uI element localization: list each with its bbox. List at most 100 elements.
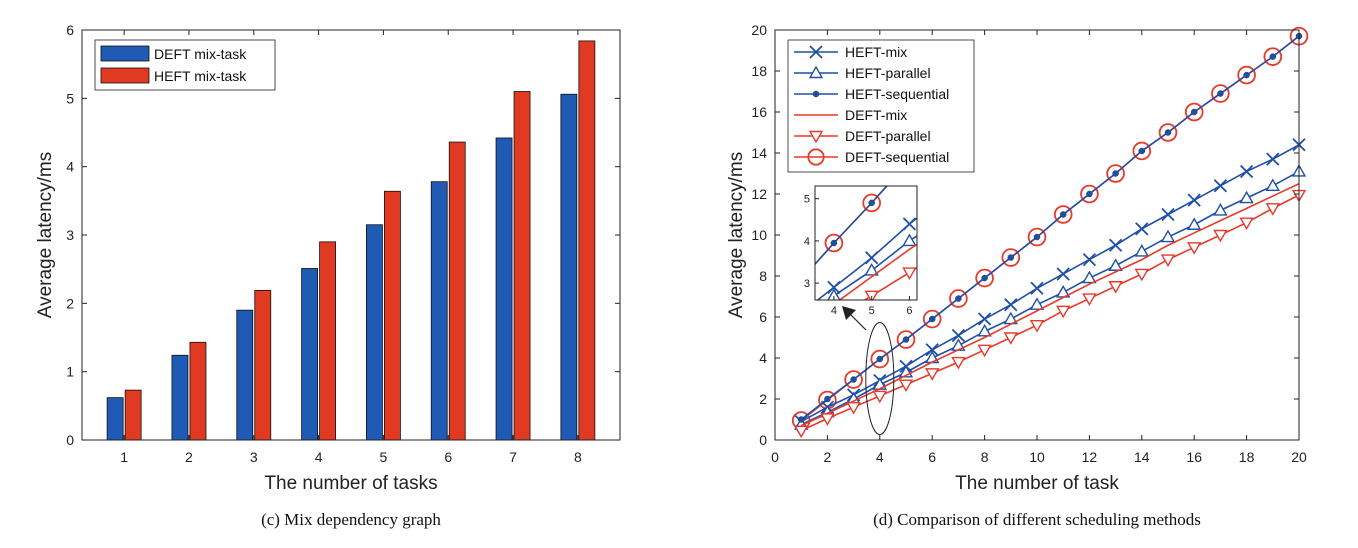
circle-marker <box>870 349 890 369</box>
bar-legend-label: HEFT mix-task <box>154 68 247 84</box>
bar-deft-3 <box>236 309 254 441</box>
inset-series-line <box>827 234 917 300</box>
triangle-down-marker <box>793 425 809 439</box>
triangle-down-marker <box>1239 217 1254 231</box>
dot-marker <box>797 416 805 423</box>
x-marker <box>1266 152 1280 166</box>
series-heft-sequential <box>797 32 1303 423</box>
dot-marker <box>902 336 910 343</box>
bar-heft-6 <box>448 141 466 441</box>
dot-marker <box>1007 254 1015 261</box>
triangle-down-marker <box>1003 332 1019 345</box>
line-xtick-label: 16 <box>1186 449 1202 465</box>
triangle-up-marker <box>902 233 917 247</box>
triangle-up-marker <box>1134 243 1150 257</box>
x-marker <box>1213 179 1228 193</box>
inset-axes-box <box>814 185 918 301</box>
bar-xtick-label: 7 <box>509 449 517 465</box>
dot-marker <box>1138 147 1146 155</box>
circle-marker <box>922 309 942 329</box>
inset-series-heft-mix <box>816 217 917 300</box>
zoom-arrow-shaft <box>849 313 867 331</box>
inset-ytick-label: 5 <box>804 194 810 206</box>
triangle-down-marker <box>846 402 861 415</box>
inset-ytick-label: 4 <box>804 236 810 248</box>
line-y-axis-title: Average latency/ms <box>726 152 747 319</box>
x-marker <box>1082 252 1097 267</box>
inset-series-deft-parallel <box>863 266 917 300</box>
circle-marker <box>1106 164 1125 183</box>
dot-marker <box>1243 71 1250 79</box>
bar-heft-5 <box>384 190 401 441</box>
triangle-up-marker <box>1108 258 1123 271</box>
triangle-down-marker <box>977 344 992 358</box>
triangle-down-marker <box>1029 320 1045 333</box>
line-legend-label: HEFT-parallel <box>845 65 931 81</box>
line-xtick-label: 2 <box>824 449 832 465</box>
triangle-down-marker <box>864 290 879 300</box>
triangle-up-marker <box>977 323 992 337</box>
line-legend-label: HEFT-mix <box>845 44 907 60</box>
bar-ytick-label: 0 <box>66 432 74 448</box>
series-deft-mix <box>800 183 1300 427</box>
x-marker <box>925 343 939 357</box>
bar-legend: DEFT mix-task HEFT mix-task <box>94 39 276 91</box>
bar-legend-swatch <box>100 67 150 84</box>
triangle-up-marker <box>1213 202 1228 216</box>
dot-marker <box>1217 90 1224 97</box>
bar-deft-5 <box>366 224 383 441</box>
triangle-up-marker <box>1186 217 1202 230</box>
triangle-down-marker <box>924 368 940 381</box>
x-marker <box>865 251 879 265</box>
line-xtick-label: 14 <box>1134 449 1150 465</box>
circle-marker <box>1027 227 1047 247</box>
bar-xtick-label: 5 <box>380 449 388 465</box>
bar-deft-8 <box>560 93 578 441</box>
bar-ytick-label: 5 <box>66 90 74 106</box>
dot-marker <box>850 376 857 383</box>
bar-deft-7 <box>495 137 513 441</box>
line-ytick-label: 8 <box>759 268 767 284</box>
bar-xtick-label: 2 <box>185 449 193 465</box>
bar-ytick-label: 3 <box>66 227 74 243</box>
triangle-up-marker <box>1160 229 1176 243</box>
line-xtick-label: 0 <box>771 449 779 465</box>
caption-right: (d) Comparison of different scheduling m… <box>873 510 1201 529</box>
circle-marker <box>1080 184 1099 204</box>
bar-xtick-label: 4 <box>315 449 323 465</box>
bar-plot-area <box>82 30 620 440</box>
triangle-up-marker <box>827 288 841 300</box>
dot-marker <box>1164 129 1172 136</box>
bar-deft-1 <box>106 397 124 441</box>
line-ytick-label: 16 <box>751 104 767 120</box>
line-ytick-label: 18 <box>751 63 767 79</box>
dot-marker <box>928 315 936 323</box>
x-marker <box>977 312 992 326</box>
line-legend-label: DEFT-sequential <box>845 149 949 165</box>
inset-xtick-label: 4 <box>831 305 837 317</box>
triangle-up-marker <box>1082 270 1097 284</box>
line-legend-label: DEFT-parallel <box>845 128 931 144</box>
x-marker <box>1187 193 1201 207</box>
dot-marker <box>1190 108 1198 116</box>
triangle-down-marker <box>1108 281 1123 294</box>
circle-marker <box>1237 65 1256 85</box>
dot-marker <box>1086 190 1093 198</box>
circle-marker <box>807 148 825 166</box>
bar-heft-1 <box>124 389 142 441</box>
inset-series-line <box>816 217 917 300</box>
circle-marker <box>1184 102 1204 122</box>
x-marker <box>1004 298 1018 312</box>
line-x-axis-title: The number of task <box>955 473 1119 494</box>
line-ytick-label: 2 <box>759 391 767 407</box>
line-xtick-label: 8 <box>981 449 989 465</box>
triangle-down-marker <box>951 356 966 370</box>
triangle-down-marker <box>902 267 917 280</box>
circle-marker <box>1211 84 1230 103</box>
bar-xtick-label: 3 <box>250 449 258 465</box>
circle-marker <box>975 268 994 288</box>
dot-marker <box>868 199 875 207</box>
line-ytick-label: 4 <box>759 350 767 366</box>
